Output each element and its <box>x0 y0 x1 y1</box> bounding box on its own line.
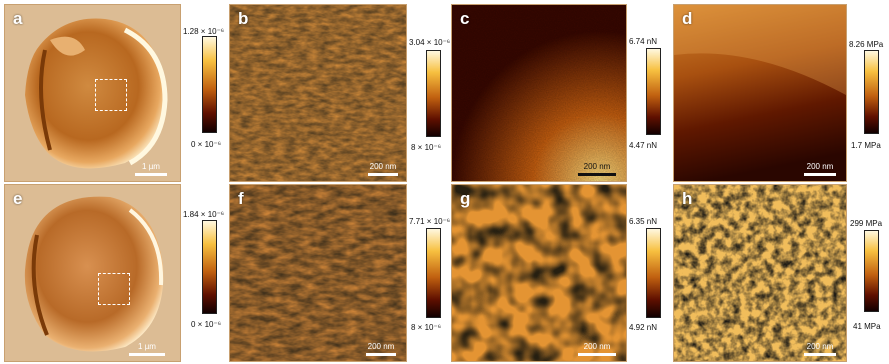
scale-bar-label: 1 µm <box>138 342 156 351</box>
colorbar-c-min: 4.47 nN <box>629 141 658 150</box>
panel-letter: a <box>13 9 23 28</box>
panel-c: c 200 nm <box>451 4 627 182</box>
scale-bar-label: 200 nm <box>369 162 397 171</box>
force-map-image <box>452 185 626 361</box>
scale-bar <box>804 173 836 176</box>
panel-f: f 200 nm <box>229 184 407 362</box>
colorbar-b-max: 3.04 × 10⁻⁶ <box>409 38 451 47</box>
colorbar-b <box>426 50 441 137</box>
colorbar-g-min: 4.92 nN <box>629 323 658 332</box>
scale-bar <box>366 353 396 356</box>
modulus-map-image <box>674 185 846 361</box>
scale-bar <box>129 353 165 356</box>
panel-letter: c <box>460 9 470 28</box>
scale-bar-label: 200 nm <box>806 342 834 351</box>
cell-height-image <box>5 185 180 361</box>
colorbar-b-min: 8 × 10⁻⁶ <box>411 143 441 152</box>
panel-letter: b <box>238 9 249 28</box>
scale-bar-label: 200 nm <box>367 342 395 351</box>
colorbar-d-max: 8.26 MPa <box>849 40 884 49</box>
scale-bar-label: 200 nm <box>583 342 611 351</box>
scale-bar <box>578 173 616 176</box>
scale-bar-label: 200 nm <box>583 162 611 171</box>
colorbar-e-max: 1.84 × 10⁻⁶ <box>183 210 225 219</box>
scale-bar-label: 200 nm <box>806 162 834 171</box>
colorbar-g <box>646 228 661 318</box>
cell-height-image <box>5 5 180 181</box>
scale-bar <box>804 353 836 356</box>
panel-a: a 1 µm <box>4 4 181 182</box>
scale-bar <box>135 173 167 176</box>
colorbar-f-min: 8 × 10⁻⁶ <box>411 323 441 332</box>
panel-d: d 200 nm <box>673 4 847 182</box>
colorbar-f-max: 7.71 × 10⁻⁶ <box>409 217 451 226</box>
colorbar-a-min: 0 × 10⁻⁶ <box>191 140 221 149</box>
scale-bar-label: 1 µm <box>142 162 160 171</box>
panel-letter: h <box>682 189 693 208</box>
panel-letter: g <box>460 189 471 208</box>
colorbar-e <box>202 220 217 314</box>
colorbar-g-max: 6.35 nN <box>629 217 658 226</box>
colorbar-a-max: 1.28 × 10⁻⁶ <box>183 27 225 36</box>
adhesion-texture-image <box>230 185 406 361</box>
modulus-map-image <box>674 5 846 181</box>
region-of-interest-box <box>95 79 127 111</box>
force-map-image <box>452 5 626 181</box>
panel-letter: f <box>238 189 244 208</box>
adhesion-texture-image <box>230 5 406 181</box>
colorbar-c-max: 6.74 nN <box>629 37 658 46</box>
scale-bar <box>578 353 616 356</box>
colorbar-e-min: 0 × 10⁻⁶ <box>191 320 221 329</box>
region-of-interest-box <box>98 273 130 305</box>
colorbar-h-min: 41 MPa <box>853 322 881 331</box>
scale-bar <box>368 173 398 176</box>
panel-letter: e <box>13 189 23 208</box>
panel-g: g 200 nm <box>451 184 627 362</box>
panel-h: h 200 nm <box>673 184 847 362</box>
colorbar-h-max: 299 MPa <box>850 219 883 228</box>
colorbar-f <box>426 228 441 318</box>
colorbar-a <box>202 36 217 133</box>
panel-letter: d <box>682 9 693 28</box>
panel-b: b 200 nm <box>229 4 407 182</box>
colorbar-d <box>864 50 879 134</box>
colorbar-d-min: 1.7 MPa <box>851 141 881 150</box>
colorbar-c <box>646 48 661 135</box>
panel-e: e 1 µm <box>4 184 181 362</box>
colorbar-h <box>864 230 879 312</box>
